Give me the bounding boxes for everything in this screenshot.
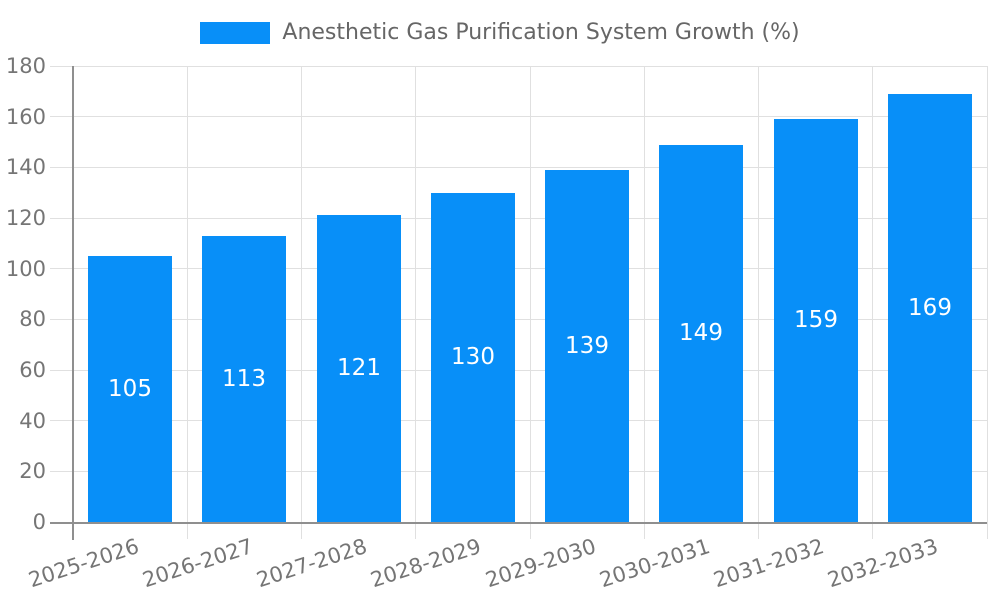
x-axis-tick-label: 2031-2032 bbox=[710, 534, 828, 593]
bar-value-label: 130 bbox=[451, 344, 495, 370]
bar-2026-2027[interactable]: 113 bbox=[202, 236, 286, 522]
legend-label: Anesthetic Gas Purification System Growt… bbox=[282, 20, 800, 45]
bar-2032-2033[interactable]: 169 bbox=[888, 94, 972, 522]
y-gridline bbox=[50, 268, 987, 270]
y-axis-tick-label: 80 bbox=[19, 307, 46, 332]
x-axis-tick-label: 2028-2029 bbox=[368, 534, 485, 593]
x-axis-tick-label: 2032-2033 bbox=[825, 534, 942, 593]
y-gridline bbox=[50, 65, 987, 67]
y-axis-tick-label: 0 bbox=[32, 510, 46, 534]
y-axis-tick-label: 100 bbox=[5, 256, 46, 281]
legend-swatch bbox=[200, 22, 271, 44]
y-gridline bbox=[50, 116, 987, 118]
y-axis-tick-label: 40 bbox=[19, 408, 46, 433]
x-gridline bbox=[758, 66, 759, 539]
y-gridline bbox=[50, 318, 987, 320]
bar-value-label: 139 bbox=[565, 332, 609, 359]
bar-value-label: 121 bbox=[337, 355, 381, 381]
bar-value-label: 159 bbox=[794, 307, 838, 333]
y-axis-tick-label: 120 bbox=[5, 206, 46, 230]
bar-2029-2030[interactable]: 139 bbox=[545, 170, 629, 522]
bar-value-label: 149 bbox=[679, 320, 723, 346]
y-gridline bbox=[50, 217, 987, 219]
bar-value-label: 113 bbox=[222, 365, 266, 392]
x-axis-tick-label: 2027-2028 bbox=[253, 534, 371, 593]
x-gridline bbox=[301, 66, 302, 539]
y-gridline bbox=[50, 369, 987, 371]
x-axis-tick-label: 2029-2030 bbox=[482, 534, 599, 593]
bar-2031-2032[interactable]: 159 bbox=[774, 119, 858, 522]
bar-value-label: 105 bbox=[108, 375, 152, 402]
y-axis-tick-label: 180 bbox=[5, 54, 46, 78]
x-axis-line bbox=[50, 522, 987, 524]
x-gridline bbox=[643, 66, 645, 539]
y-gridline bbox=[50, 420, 987, 422]
x-gridline bbox=[986, 66, 988, 539]
y-axis-tick-label: 160 bbox=[5, 104, 46, 129]
bar-2027-2028[interactable]: 121 bbox=[317, 215, 401, 522]
y-axis-tick-label: 60 bbox=[19, 358, 46, 382]
y-axis-tick-label: 140 bbox=[5, 155, 46, 180]
bar-2025-2026[interactable]: 105 bbox=[88, 256, 172, 522]
x-axis-tick-label: 2030-2031 bbox=[596, 534, 713, 593]
bar-2028-2029[interactable]: 130 bbox=[431, 193, 515, 522]
x-gridline bbox=[415, 66, 417, 539]
y-axis-line bbox=[72, 66, 74, 540]
y-gridline bbox=[50, 470, 987, 472]
y-gridline bbox=[50, 166, 987, 168]
legend-item[interactable]: Anesthetic Gas Purification System Growt… bbox=[0, 18, 1000, 48]
x-gridline bbox=[186, 66, 188, 539]
x-gridline bbox=[872, 66, 874, 539]
bar-value-label: 169 bbox=[908, 294, 952, 321]
x-axis-tick-label: 2025-2026 bbox=[25, 534, 142, 593]
y-axis-tick-label: 20 bbox=[19, 459, 46, 484]
bar-2030-2031[interactable]: 149 bbox=[659, 145, 743, 522]
x-axis-tick-label: 2026-2027 bbox=[139, 534, 256, 593]
x-gridline bbox=[529, 66, 531, 539]
